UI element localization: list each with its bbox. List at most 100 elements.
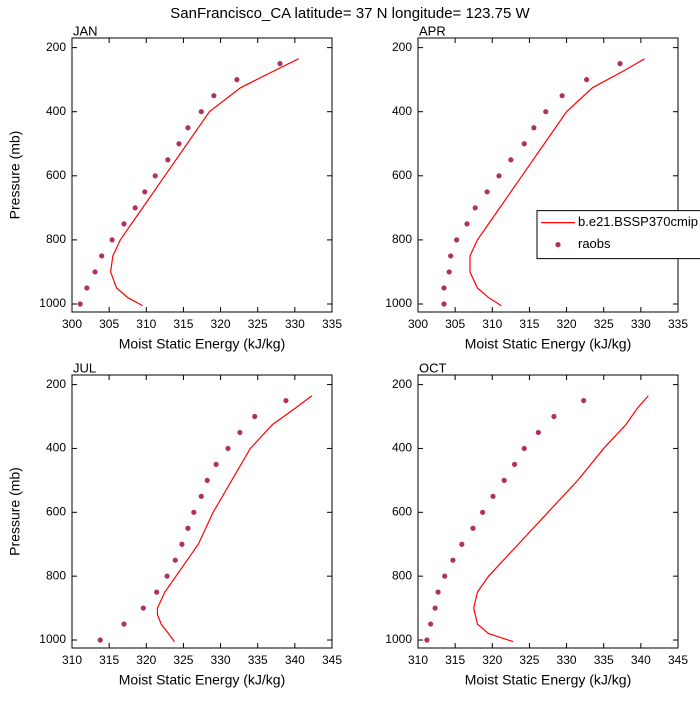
x-tick-label: 335	[668, 317, 688, 331]
x-tick-label: 335	[248, 653, 268, 667]
obs-point	[448, 253, 454, 259]
y-tick-label: 800	[46, 232, 66, 246]
model-line	[469, 58, 645, 307]
y-tick-label: 800	[392, 232, 412, 246]
figure-title: SanFrancisco_CA latitude= 37 N longitude…	[170, 5, 530, 22]
y-tick-label: 200	[392, 40, 412, 54]
obs-point	[140, 605, 146, 611]
obs-point	[109, 237, 115, 243]
obs-point	[454, 237, 460, 243]
obs-point	[283, 397, 289, 404]
obs-point	[185, 125, 191, 131]
obs-point	[164, 573, 170, 579]
plot-frame	[417, 37, 679, 313]
plot-frame	[71, 37, 333, 313]
obs-point	[617, 61, 623, 67]
data-layer	[441, 58, 645, 307]
obs-point	[472, 205, 478, 211]
obs-point	[277, 61, 283, 67]
model-line	[110, 58, 299, 307]
y-tick-label: 1000	[39, 632, 66, 646]
x-tick-label: 320	[482, 653, 502, 667]
obs-point	[490, 493, 496, 499]
obs-point	[121, 221, 127, 227]
x-tick-label: 315	[99, 653, 119, 667]
panel-label: APR	[419, 23, 446, 38]
y-tick-label: 600	[46, 504, 66, 518]
obs-point	[450, 557, 456, 563]
x-tick-label: 330	[631, 317, 651, 331]
x-tick-label: 300	[408, 317, 428, 331]
obs-point	[521, 141, 527, 147]
x-tick-label: 320	[136, 653, 156, 667]
x-tick-label: 310	[482, 317, 502, 331]
x-tick-label: 340	[285, 653, 305, 667]
obs-point	[92, 269, 98, 275]
x-tick-label: 325	[519, 653, 539, 667]
x-tick-label: 320	[211, 317, 231, 331]
x-axis-label: Moist Static Energy (kJ/kg)	[465, 672, 632, 688]
panel: 300 305 310 315 320 325 330 335 200 400 600 800 1000…	[385, 23, 688, 351]
model-line	[156, 395, 313, 642]
obs-point	[99, 253, 105, 259]
obs-point	[165, 157, 171, 163]
legend-label: b.e21.BSSP370cmip	[578, 214, 698, 229]
obs-point	[581, 397, 587, 404]
obs-point	[484, 189, 490, 195]
x-tick-label: 345	[322, 653, 342, 667]
x-tick-label: 345	[668, 653, 688, 667]
obs-point	[198, 493, 204, 499]
obs-point	[446, 269, 452, 275]
obs-point	[185, 525, 191, 531]
x-tick-label: 325	[248, 317, 268, 331]
x-tick-label: 335	[322, 317, 342, 331]
obs-point	[535, 429, 541, 436]
obs-point	[179, 541, 185, 547]
obs-point	[543, 109, 549, 115]
x-tick-label: 330	[557, 653, 577, 667]
obs-point	[501, 477, 507, 483]
panel-label: JUL	[73, 360, 96, 375]
x-tick-label: 305	[445, 317, 465, 331]
panel-label: JAN	[73, 23, 98, 38]
obs-point	[172, 557, 178, 563]
y-tick-label: 400	[392, 441, 412, 455]
y-axis-label: Pressure (mb)	[7, 467, 23, 556]
x-tick-label: 310	[408, 653, 428, 667]
data-layer	[424, 395, 649, 643]
x-tick-label: 320	[557, 317, 577, 331]
y-tick-label: 600	[392, 504, 412, 518]
obs-point	[584, 77, 590, 83]
x-tick-label: 315	[519, 317, 539, 331]
y-tick-label: 400	[46, 104, 66, 118]
panel: 310 315 320 325 330 335 340 345 200 400 600 800 1000…	[385, 360, 688, 687]
x-axis-label: Moist Static Energy (kJ/kg)	[465, 336, 632, 352]
x-tick-label: 330	[211, 653, 231, 667]
x-tick-label: 315	[445, 653, 465, 667]
y-tick-label: 400	[392, 104, 412, 118]
obs-point	[521, 445, 527, 452]
obs-point	[470, 525, 476, 531]
obs-point	[496, 173, 502, 179]
panel-label: OCT	[419, 360, 447, 375]
x-axis-label: Moist Static Energy (kJ/kg)	[119, 336, 286, 352]
plot-frame	[71, 374, 333, 649]
obs-point	[132, 205, 138, 211]
legend-label: raobs	[578, 236, 611, 251]
obs-point	[198, 109, 204, 115]
obs-point	[154, 589, 160, 595]
y-axis-label: Pressure (mb)	[7, 131, 23, 220]
x-tick-label: 325	[594, 317, 614, 331]
y-tick-label: 600	[46, 168, 66, 182]
panel: 310 315 320 325 330 335 340 345 200 400 600 800 1000…	[7, 360, 343, 687]
obs-point	[424, 637, 430, 643]
obs-point	[464, 221, 470, 227]
obs-point	[97, 637, 103, 643]
obs-point	[435, 589, 441, 595]
x-tick-label: 305	[99, 317, 119, 331]
data-layer	[97, 395, 313, 643]
legend: b.e21.BSSP370cmip raobs	[536, 210, 700, 260]
y-tick-label: 200	[46, 40, 66, 54]
model-line	[473, 395, 649, 643]
